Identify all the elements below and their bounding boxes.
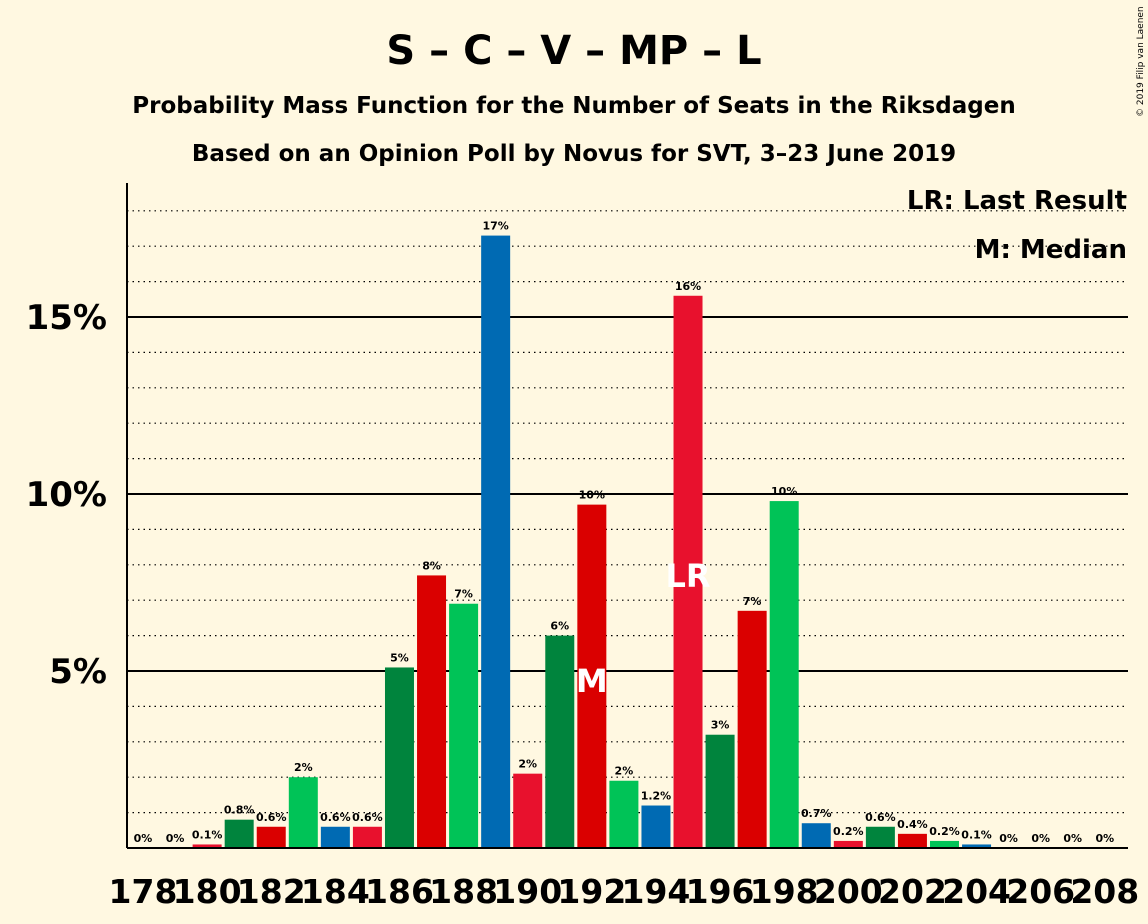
- data-label-208: 0%: [1095, 832, 1114, 845]
- bar-196: [705, 734, 735, 848]
- bar-187: [417, 575, 447, 848]
- x-tick-label: 200: [814, 872, 883, 911]
- bars: [192, 235, 992, 848]
- data-label-201: 0.6%: [865, 811, 896, 824]
- data-label-181: 0.8%: [224, 804, 255, 817]
- grid-lines: [127, 210, 1128, 814]
- data-labels: 0% 0% 0.1%0.8%0.6%2%0.6% 0.6%5%8%7%17%2%6%1…: [134, 220, 1114, 845]
- data-label-196: 3%: [711, 719, 730, 732]
- bar-184: [320, 826, 350, 848]
- x-tick-label: 188: [429, 872, 498, 911]
- bar-194: [641, 805, 671, 848]
- bar-201: [865, 826, 895, 848]
- bar-199: [801, 823, 831, 848]
- bar-181: [224, 819, 254, 848]
- bar-192: [577, 504, 607, 848]
- data-label-180: 0.1%: [192, 828, 223, 841]
- bar-193: [609, 780, 639, 848]
- data-label-199: 0.7%: [801, 807, 832, 820]
- data-label-197: 7%: [743, 595, 762, 608]
- data-label-204: 0.1%: [961, 828, 992, 841]
- x-tick-label: 184: [301, 872, 370, 911]
- bar-183: [288, 777, 318, 848]
- last-result-marker: LR: [666, 557, 711, 595]
- x-tick-label: 206: [1006, 872, 1075, 911]
- data-label-188: 7%: [454, 588, 473, 601]
- y-tick-label: 10%: [26, 475, 107, 515]
- data-label-207: 0%: [1063, 832, 1082, 845]
- y-tick-label: 5%: [49, 652, 107, 692]
- data-label-189: 17%: [482, 220, 508, 233]
- bar-188: [449, 603, 479, 848]
- bar-203: [930, 840, 959, 848]
- x-tick-label: 196: [686, 872, 755, 911]
- bar-markers: M LR: [576, 557, 711, 700]
- bar-195: [673, 295, 703, 848]
- axes: [126, 183, 1128, 849]
- legend-median: M: Median: [975, 235, 1127, 265]
- data-label-202: 0.4%: [897, 818, 928, 831]
- data-label-205: 0%: [999, 832, 1018, 845]
- x-tick-label: 178: [109, 872, 178, 911]
- bar-198: [769, 501, 799, 848]
- data-label-198: 10%: [771, 485, 797, 498]
- data-label-200: 0.2%: [833, 825, 864, 838]
- x-tick-label: 192: [557, 872, 626, 911]
- bar-202: [897, 833, 927, 848]
- chart-subtitle-1: Probability Mass Function for the Number…: [132, 93, 1015, 119]
- data-label-186: 5%: [390, 651, 409, 664]
- x-tick-label: 180: [173, 872, 242, 911]
- bar-186: [384, 667, 414, 848]
- y-tick-labels: 5% 10% 15%: [26, 298, 107, 692]
- bar-204: [962, 844, 992, 848]
- data-label-206: 0%: [1031, 832, 1050, 845]
- x-tick-labels: 1781801821841861881901921941961982002022…: [109, 872, 1140, 911]
- data-label-187: 8%: [422, 559, 441, 572]
- x-tick-label: 190: [493, 872, 562, 911]
- x-tick-label: 194: [622, 872, 691, 911]
- data-label-194: 1.2%: [641, 790, 672, 803]
- median-marker: M: [576, 662, 608, 700]
- copyright-note: © 2019 Filip van Laenen: [1136, 6, 1146, 117]
- legend-last-result: LR: Last Result: [907, 186, 1127, 216]
- x-tick-label: 186: [365, 872, 434, 911]
- y-tick-label: 15%: [26, 298, 107, 338]
- bar-185: [352, 826, 382, 848]
- bar-182: [256, 826, 286, 848]
- bar-200: [833, 840, 863, 848]
- data-label-179: 0%: [166, 832, 185, 845]
- bar-189: [481, 235, 511, 848]
- bar-197: [737, 610, 767, 848]
- x-tick-label: 202: [878, 872, 947, 911]
- data-label-182: 0.6%: [256, 811, 287, 824]
- data-label-190: 2%: [518, 758, 537, 771]
- x-tick-label: 204: [942, 872, 1011, 911]
- bar-180: [192, 844, 222, 848]
- data-label-203: 0.2%: [929, 825, 960, 838]
- chart-title: S – C – V – MP – L: [386, 28, 761, 74]
- chart-subtitle-2: Based on an Opinion Poll by Novus for SV…: [192, 141, 956, 167]
- data-label-195: 16%: [675, 280, 701, 293]
- data-label-183: 2%: [294, 761, 313, 774]
- data-label-184: 0.6%: [320, 811, 351, 824]
- data-label-191: 6%: [550, 620, 569, 633]
- data-label-192: 10%: [579, 489, 605, 502]
- bar-190: [513, 773, 543, 848]
- data-label-178: 0%: [134, 832, 153, 845]
- x-tick-label: 208: [1070, 872, 1139, 911]
- bar-191: [545, 635, 575, 848]
- data-label-193: 2%: [615, 765, 634, 778]
- x-tick-label: 182: [237, 872, 306, 911]
- data-label-185: 0.6%: [352, 811, 383, 824]
- x-tick-label: 198: [750, 872, 819, 911]
